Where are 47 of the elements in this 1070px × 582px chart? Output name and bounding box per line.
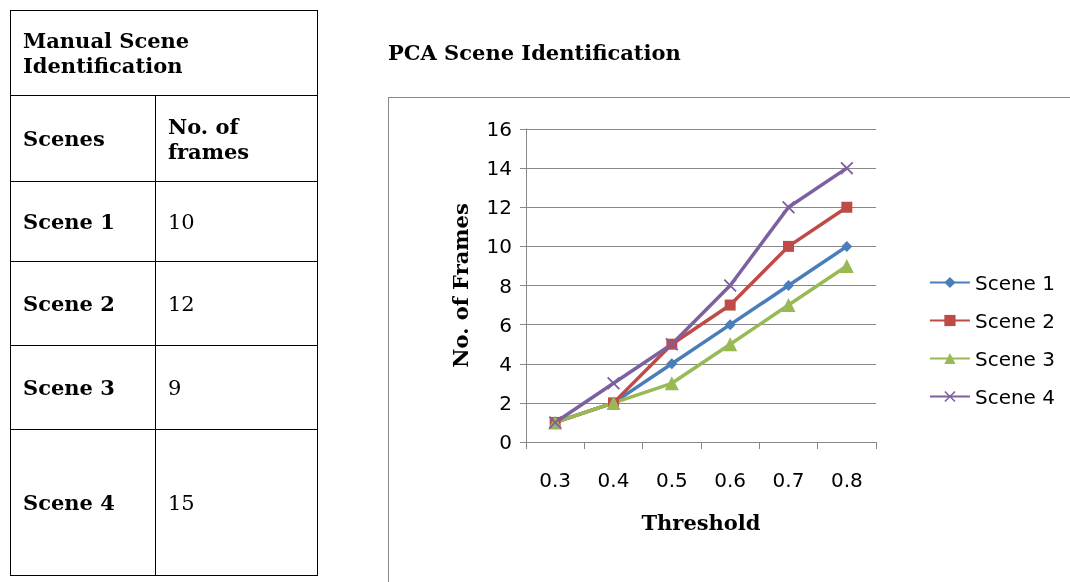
data-label: 15	[155, 429, 318, 576]
point	[607, 376, 620, 390]
point	[664, 376, 679, 391]
y-tick-label: 12	[486, 195, 512, 220]
x-tick-label: 0.3	[539, 468, 572, 492]
y-tick-label: 16	[486, 117, 512, 141]
legend-label: Scene 3	[974, 346, 1055, 371]
x-tick-label: 0.7	[772, 468, 805, 492]
legend-label: Scene 2	[974, 308, 1055, 333]
data-label: 9	[155, 345, 318, 430]
y-axis-title: No. of Frames	[448, 203, 473, 368]
chart-title: PCA Scene Identification	[388, 40, 681, 65]
x-tick-label: 0.4	[597, 468, 630, 492]
category-label: Scene 1	[10, 181, 156, 262]
x-axis-title: Threshold	[641, 510, 761, 535]
point	[724, 319, 736, 331]
category-label: Scene 3	[10, 345, 156, 430]
y-tick-label: 0	[499, 430, 512, 454]
text: Scenes	[10, 95, 156, 182]
data-label: 12	[155, 261, 318, 346]
y-tick-label: 14	[486, 156, 512, 181]
y-tick-label: 4	[499, 351, 512, 376]
text: No. of frames	[155, 95, 318, 182]
category-label: Scene 2	[10, 261, 156, 346]
point	[783, 280, 794, 291]
point	[724, 299, 736, 311]
point	[782, 200, 795, 214]
data-label: 10	[155, 181, 318, 262]
y-tick-label: 6	[499, 312, 512, 337]
legend-label: Scene 1	[974, 270, 1055, 295]
point	[839, 258, 854, 273]
x-tick-label: 0.8	[830, 468, 863, 492]
y-tick-label: 2	[499, 390, 512, 415]
y-tick-label: 10	[486, 234, 512, 259]
point	[841, 201, 853, 213]
text: Manual Scene Identification	[10, 10, 318, 96]
y-tick-label: 8	[499, 273, 512, 298]
point	[723, 337, 738, 352]
legend-label: Scene 4	[974, 384, 1055, 409]
point	[840, 161, 854, 175]
point	[841, 240, 853, 252]
point	[781, 298, 796, 313]
point	[783, 240, 794, 252]
x-tick-label: 0.5	[655, 468, 688, 492]
point	[666, 358, 678, 370]
x-tick-label: 0.6	[714, 468, 747, 492]
category-label: Scene 4	[10, 429, 156, 576]
